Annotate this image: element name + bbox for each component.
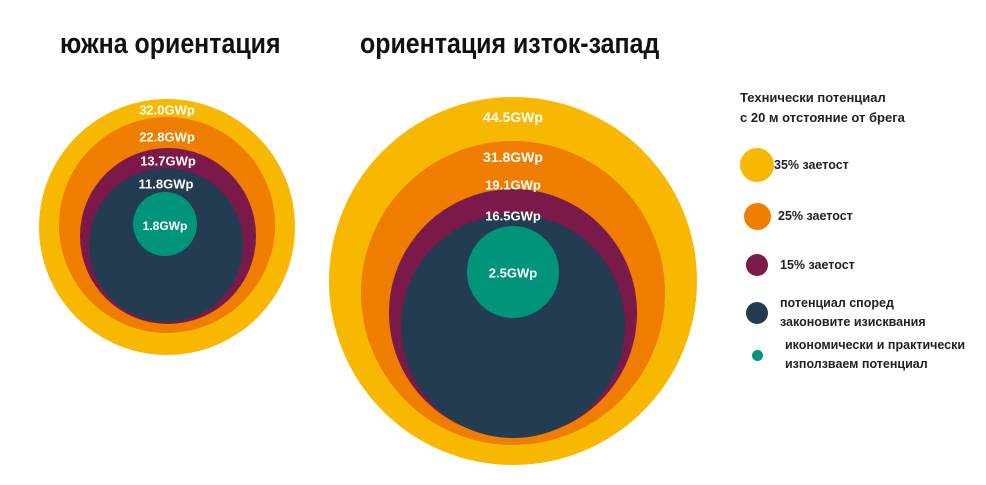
chart-title-south: южна ориентация bbox=[60, 28, 281, 60]
value-label-east-west-35: 44.5GWp bbox=[483, 109, 543, 125]
legend-item-25: 25% заетост bbox=[740, 203, 853, 230]
circle-south-economic bbox=[133, 192, 197, 256]
legend-swatch-25 bbox=[743, 203, 771, 230]
value-label-east-west-15: 19.1GWp bbox=[485, 178, 541, 193]
legend-swatch-35 bbox=[740, 148, 774, 182]
chart-south: 32.0GWp 22.8GWp 13.7GWp 11.8GWp 1.8GWp bbox=[39, 99, 295, 355]
legend-label-15: 15% заетост bbox=[780, 257, 855, 272]
legend-item-legal: потенциал според законовите изисквания bbox=[740, 294, 926, 332]
legend: Технически потенциал с 20 м отстояние от… bbox=[740, 88, 980, 371]
legend-swatch-15 bbox=[746, 254, 768, 276]
legend-label-35: 35% заетост bbox=[774, 157, 849, 172]
legend-swatch-legal bbox=[746, 302, 768, 324]
legend-label-25: 25% заетост bbox=[778, 209, 853, 223]
legend-label-legal: потенциал според законовите изисквания bbox=[780, 296, 926, 329]
value-label-south-15: 13.7GWp bbox=[140, 154, 196, 169]
legend-item-35: 35% заетост bbox=[740, 148, 849, 182]
value-label-south-legal: 11.8GWp bbox=[139, 177, 194, 192]
value-label-south-35: 32.0GWp bbox=[139, 103, 195, 118]
value-label-south-economic: 1.8GWp bbox=[143, 219, 188, 233]
chart-east-west: 44.5GWp 31.8GWp 19.1GWp 16.5GWp 2.5GWp bbox=[329, 97, 697, 465]
value-label-south-25: 22.8GWp bbox=[139, 130, 195, 145]
circle-east-west-legal bbox=[401, 214, 625, 438]
legend-label-economic: икономически и практически използваем по… bbox=[785, 338, 966, 371]
value-label-east-west-25: 31.8GWp bbox=[483, 149, 543, 165]
value-label-east-west-economic: 2.5GWp bbox=[489, 266, 537, 281]
legend-swatch-economic bbox=[751, 349, 763, 361]
legend-item-15: 15% заетост bbox=[740, 254, 855, 276]
circle-east-west-economic bbox=[467, 226, 559, 318]
legend-title: Технически потенциал с 20 м отстояние от… bbox=[740, 90, 905, 125]
legend-item-economic: икономически и практически използваем по… bbox=[740, 336, 965, 374]
value-label-east-west-legal: 16.5GWp bbox=[485, 209, 541, 224]
chart-title-east-west: ориентация изток-запад bbox=[360, 28, 660, 60]
